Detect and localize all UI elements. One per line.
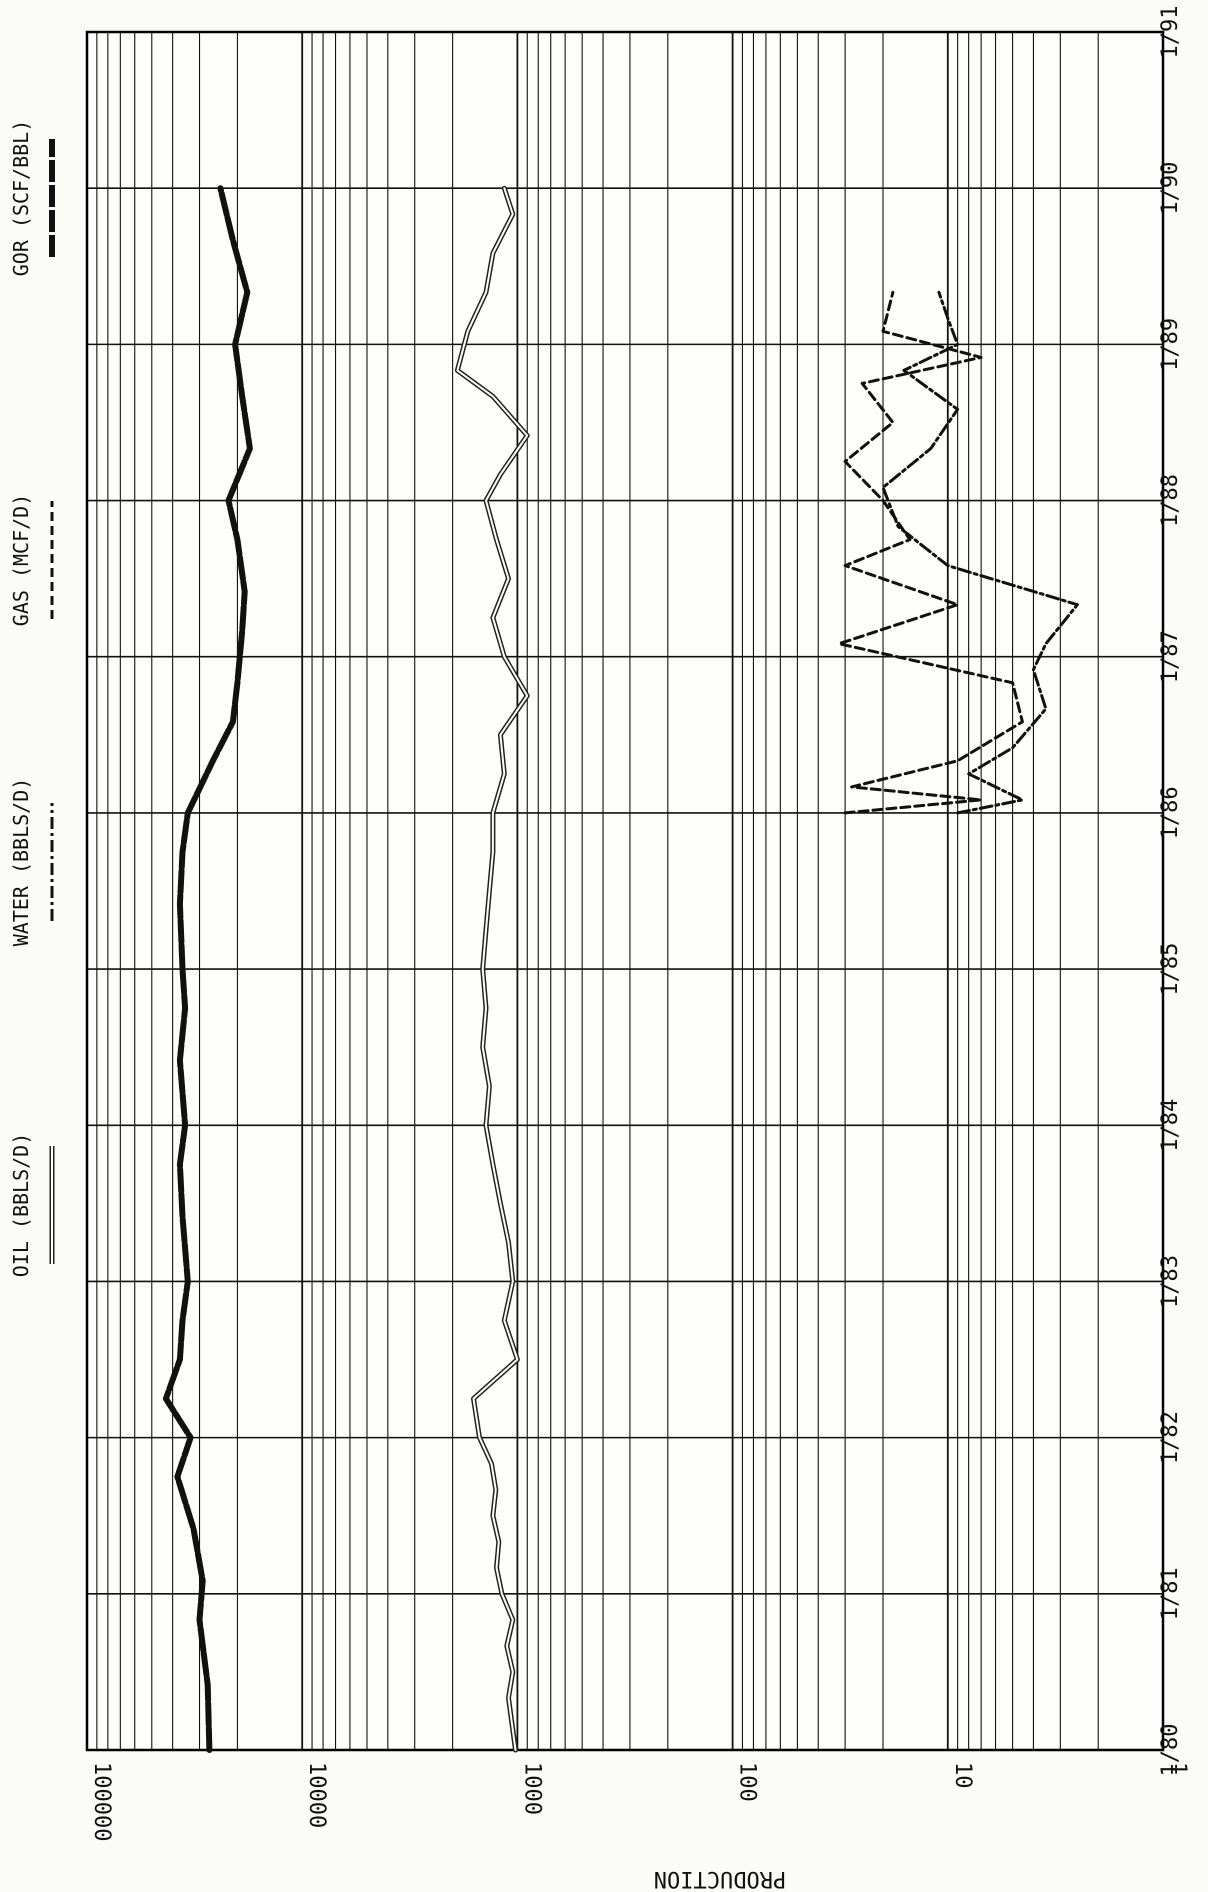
x-tick-label: 1/82 [1158, 1411, 1183, 1464]
grid [87, 31, 1164, 1751]
y-tick-label: 100000 [89, 1762, 114, 1841]
y-tick-label: 1 [1165, 1762, 1190, 1775]
x-tick-label: 1/90 [1158, 162, 1183, 215]
x-tick-label: 1/91 [1158, 6, 1183, 59]
axes-border [85, 30, 1165, 1752]
legend-label-gor: GOR (SCF/BBL) [9, 120, 33, 277]
x-tick-label: 1/84 [1158, 1099, 1183, 1152]
x-tick-label: 1/81 [1158, 1567, 1183, 1620]
x-tick-label: 1/85 [1158, 943, 1183, 996]
y-tick-label: 10000 [304, 1762, 329, 1828]
x-tick-label: 1/83 [1158, 1255, 1183, 1308]
x-tick-label: 1/87 [1158, 630, 1183, 683]
plot-frame [85, 30, 1165, 1752]
legend-label-gas: GAS (MCF/D) [9, 494, 33, 626]
y-tick-label: 10 [950, 1762, 975, 1789]
plot-background [87, 32, 1163, 1750]
legend: OIL (BBLS/D) WATER (BBLS/D) GAS (MCF/D) GOR… [9, 120, 55, 1278]
series-line-water [881, 290, 1079, 815]
series-lines [162, 185, 1079, 1753]
series-line-gor [162, 185, 253, 1753]
legend-label-oil: OIL (BBLS/D) [9, 1133, 33, 1278]
y-tick-label: 1000 [519, 1762, 544, 1815]
plot-area [87, 32, 1163, 1750]
legend-label-water: WATER (BBLS/D) [9, 778, 33, 947]
tick-labels: 100000 10000 1000 100 10 11/80 1/81 1/82 1/83 1/8… [89, 6, 1190, 1842]
x-tick-label: 1/86 [1158, 786, 1183, 839]
x-tick-label: 1/88 [1158, 474, 1183, 527]
y-tick-label: 100 [735, 1762, 760, 1802]
x-tick-label: 1/80 [1158, 1724, 1183, 1777]
series-line-gas [837, 290, 1024, 815]
y-axis-label: PRODUCTION [654, 1866, 786, 1891]
x-tick-label: 1/89 [1158, 318, 1183, 371]
series-line-oil-inner [456, 187, 529, 1751]
